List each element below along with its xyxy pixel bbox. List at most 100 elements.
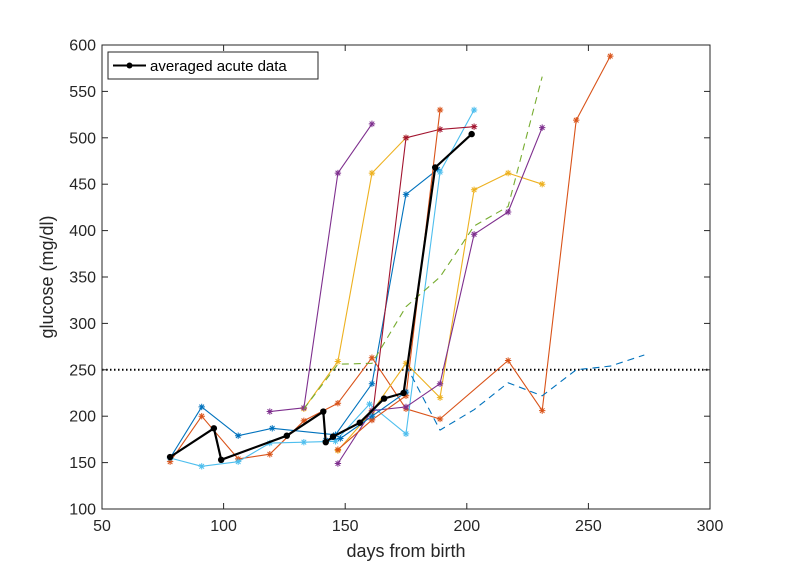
series-line — [169, 109, 475, 467]
x-tick-label: 150 — [332, 518, 359, 535]
data-point — [266, 408, 274, 415]
data-point — [368, 380, 376, 387]
data-point — [431, 164, 439, 171]
data-point — [266, 451, 274, 458]
data-point — [269, 425, 276, 432]
series-line — [371, 126, 475, 420]
data-point — [334, 446, 342, 453]
y-tick-label: 600 — [69, 38, 96, 55]
data-point — [402, 403, 410, 411]
data-point — [166, 458, 174, 465]
data-point — [573, 116, 580, 124]
data-point — [300, 404, 308, 412]
data-point — [470, 186, 478, 193]
data-point — [436, 168, 444, 176]
series-3 — [266, 120, 376, 415]
data-point — [470, 231, 478, 238]
x-tick-label: 250 — [575, 518, 602, 535]
data-point — [320, 408, 327, 415]
data-point — [436, 415, 444, 423]
data-point — [334, 460, 342, 467]
data-point — [283, 432, 291, 439]
data-point — [217, 456, 225, 464]
y-axis-label: glucose (mg/dl) — [37, 215, 57, 338]
x-tick-label: 200 — [453, 518, 480, 535]
series-line — [405, 354, 645, 431]
series-12 — [166, 130, 475, 464]
data-point — [234, 458, 242, 465]
legend: averaged acute data — [107, 51, 319, 80]
data-point — [607, 52, 614, 60]
data-point — [234, 432, 242, 439]
data-point — [166, 453, 174, 461]
axes: 50 100 150 200 250 30010015020025030035040045… — [69, 38, 723, 536]
y-tick-label: 350 — [69, 270, 96, 287]
data-point — [329, 433, 337, 440]
data-point — [366, 400, 373, 408]
data-point — [402, 191, 410, 198]
legend-marker — [126, 62, 133, 69]
data-point — [368, 120, 376, 128]
data-point — [470, 123, 478, 130]
y-tick-label: 550 — [69, 84, 96, 101]
x-tick-label: 100 — [210, 518, 237, 535]
data-point — [538, 181, 546, 188]
data-point — [504, 169, 512, 177]
data-point — [334, 169, 342, 177]
series-11 — [405, 354, 645, 431]
data-point — [334, 358, 342, 365]
y-tick-label: 400 — [69, 223, 96, 240]
data-point — [300, 417, 308, 425]
data-point — [504, 357, 512, 364]
series-line — [303, 76, 543, 410]
y-tick-label: 500 — [69, 130, 96, 147]
data-point — [470, 106, 478, 114]
data-point — [436, 394, 444, 401]
data-point — [402, 134, 410, 141]
data-point — [198, 403, 205, 411]
data-point — [368, 169, 376, 177]
data-point — [538, 124, 546, 131]
data-point — [436, 380, 444, 387]
data-point — [368, 416, 376, 424]
data-point — [368, 413, 376, 420]
y-tick-label: 200 — [69, 409, 96, 426]
data-point — [210, 425, 218, 432]
data-point — [400, 389, 407, 397]
data-point — [334, 400, 342, 407]
x-tick-label: 300 — [697, 518, 724, 535]
average-series-line — [169, 133, 473, 461]
series-10 — [303, 76, 543, 410]
data-point — [368, 354, 376, 361]
y-tick-label: 100 — [69, 502, 96, 519]
data-point — [402, 360, 410, 367]
data-point — [402, 430, 410, 438]
data-point — [337, 435, 344, 442]
data-point — [198, 413, 205, 420]
legend-entry-label: averaged acute data — [150, 58, 287, 75]
y-tick-label: 150 — [69, 455, 96, 472]
plot-content — [102, 52, 710, 470]
data-point — [468, 130, 475, 138]
data-point — [356, 419, 363, 426]
x-axis-label: days from birth — [346, 541, 465, 561]
data-point — [504, 208, 512, 216]
plot-area — [102, 45, 710, 509]
data-point — [300, 438, 308, 446]
data-point — [322, 438, 329, 446]
data-point — [538, 407, 546, 414]
data-point — [198, 463, 205, 470]
y-tick-label: 300 — [69, 316, 96, 333]
data-point — [436, 126, 444, 133]
data-point — [380, 395, 388, 402]
data-point — [436, 106, 444, 114]
data-point — [402, 392, 410, 399]
x-tick-label: 50 — [93, 518, 111, 535]
y-tick-label: 450 — [69, 177, 96, 194]
data-point — [332, 438, 339, 445]
series-line — [169, 168, 438, 459]
series-line — [269, 123, 373, 413]
y-tick-label: 250 — [69, 362, 96, 379]
series-line — [303, 137, 407, 410]
